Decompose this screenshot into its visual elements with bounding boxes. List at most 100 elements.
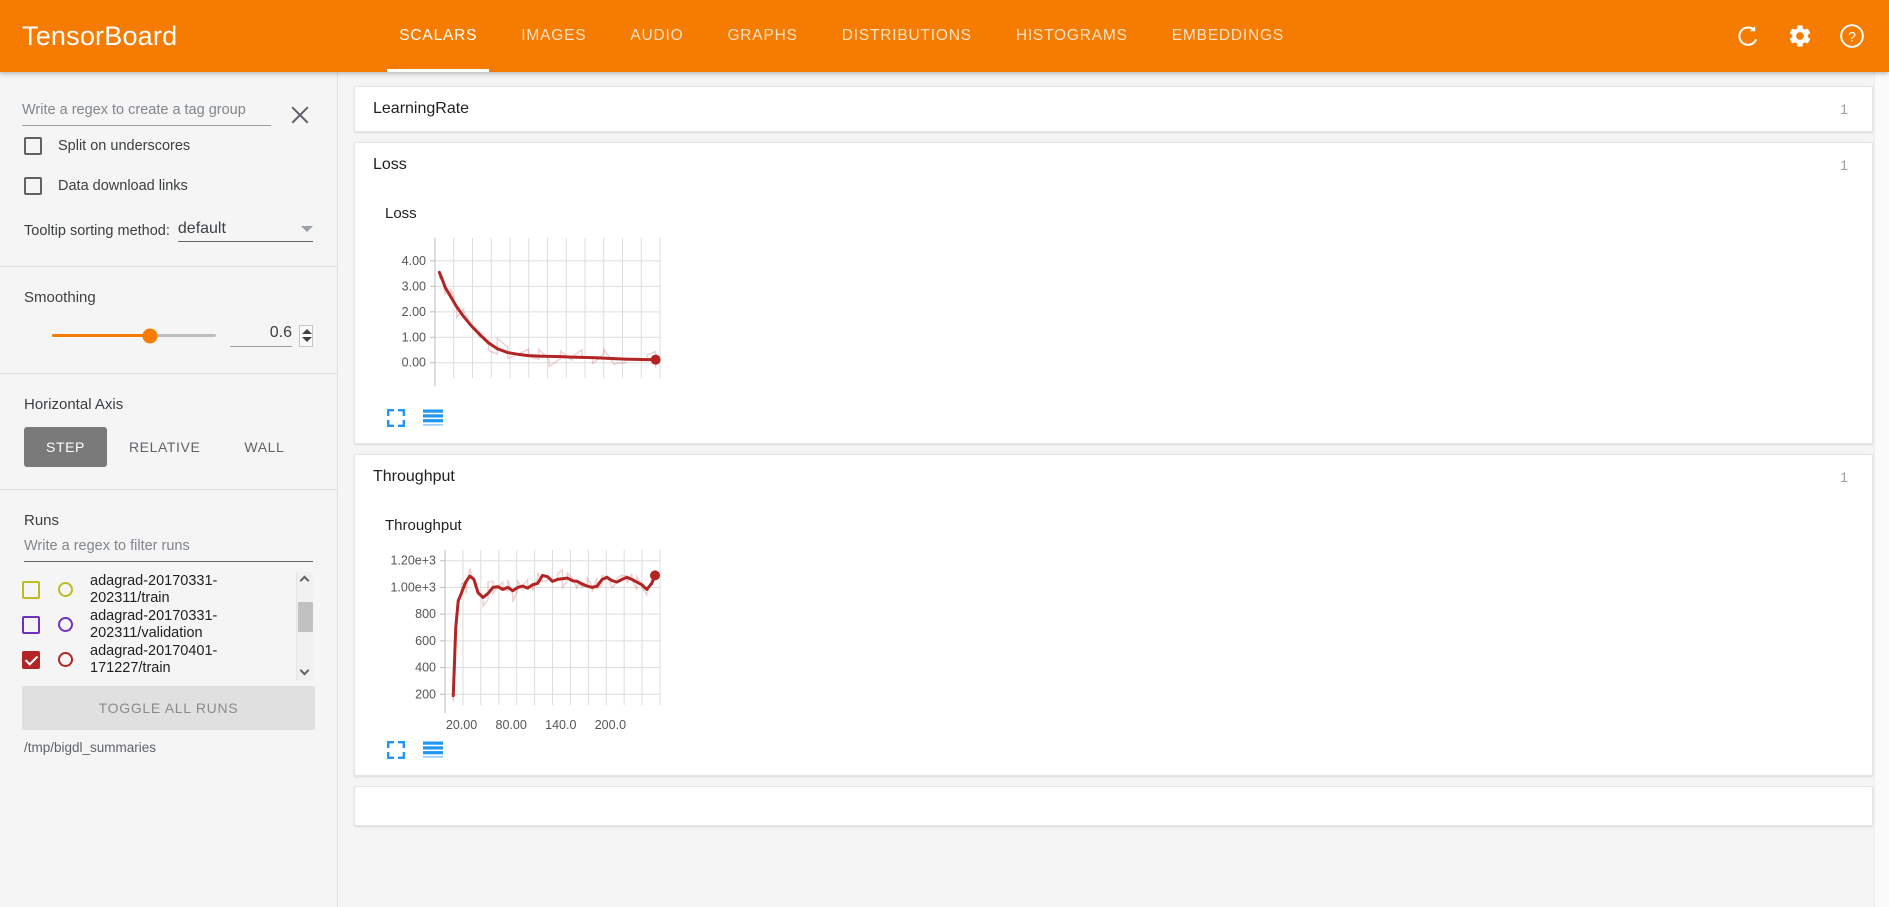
run-color-swatch-icon [58, 652, 73, 667]
svg-text:200.0: 200.0 [595, 718, 626, 732]
card-count-badge: 1 [1840, 469, 1848, 485]
tab-label: GRAPHS [727, 27, 798, 44]
run-label: adagrad-20170331-202311/train [90, 572, 218, 606]
chart-title-throughput: Throughput [385, 517, 462, 534]
chart-loss-svg: 4.00 3.00 2.00 1.00 0.00 [402, 238, 661, 386]
card-title: LearningRate [373, 100, 470, 117]
smoothing-slider-fill [52, 334, 151, 337]
smoothing-value: 0.6 [269, 324, 292, 341]
toggle-y-axis-icon[interactable] [423, 741, 443, 759]
expand-chart-icon[interactable] [387, 409, 405, 427]
run-label: adagrad-20170331-202311/validation [90, 607, 218, 641]
svg-text:1.00: 1.00 [402, 330, 426, 344]
tag-regex-row [0, 72, 337, 126]
axis-option-relative[interactable]: RELATIVE [128, 439, 201, 455]
card-header-learningrate[interactable]: LearningRate 1 [355, 87, 1872, 131]
svg-text:140.0: 140.0 [545, 718, 576, 732]
chart-actions-loss [355, 403, 1872, 427]
tooltip-sorting-label: Tooltip sorting method: [24, 223, 170, 239]
smoothing-row: 0.6 [0, 306, 337, 347]
run-checkbox[interactable] [22, 615, 40, 634]
card-count-badge: 1 [1840, 101, 1848, 117]
run-label: adagrad-20170401-171227/train [90, 642, 218, 676]
svg-text:4.00: 4.00 [402, 254, 426, 268]
tab-distributions[interactable]: DISTRIBUTIONS [820, 0, 994, 72]
card-throughput: Throughput 1 Throughput 1.20e+3 1.00e+3 80… [354, 454, 1873, 776]
tab-graphs[interactable]: GRAPHS [705, 0, 819, 72]
app-title: TensorBoard [22, 20, 178, 51]
scroll-down-arrow-icon[interactable] [297, 664, 314, 680]
divider [0, 489, 337, 490]
divider [0, 373, 337, 374]
data-download-links-row[interactable]: Data download links [0, 166, 337, 206]
chart-throughput-svg: 1.20e+3 1.00e+3 800 600 400 200 20.00 80.00 140.… [390, 550, 661, 732]
svg-text:3.00: 3.00 [402, 279, 426, 293]
run-item-adagrad-20170401-171227-train[interactable]: adagrad-20170401-171227/train [22, 642, 289, 677]
run-item-adagrad-20170331-202311-validation[interactable]: adagrad-20170331-202311/validation [22, 607, 289, 642]
data-download-links-checkbox[interactable] [24, 177, 42, 195]
toggle-all-runs-button[interactable]: TOGGLE ALL RUNS [22, 686, 315, 730]
scrollbar-thumb[interactable] [298, 602, 313, 632]
axis-option-step[interactable]: STEP [24, 427, 107, 467]
svg-text:80.00: 80.00 [496, 718, 527, 732]
scroll-up-arrow-icon[interactable] [297, 572, 314, 588]
stepper-down-icon[interactable] [302, 337, 312, 342]
tab-histograms[interactable]: HISTOGRAMS [994, 0, 1150, 72]
tab-scalars[interactable]: SCALARS [377, 0, 499, 72]
split-on-underscores-checkbox[interactable] [24, 137, 42, 155]
divider [0, 266, 337, 267]
chart-title-loss: Loss [385, 205, 417, 222]
split-on-underscores-label: Split on underscores [58, 138, 191, 154]
runs-list[interactable]: adagrad-20170331-202311/train adagrad-20… [22, 572, 315, 680]
refresh-icon[interactable] [1735, 23, 1761, 49]
svg-text:?: ? [1848, 28, 1856, 44]
tab-label: SCALARS [399, 27, 478, 44]
close-x-icon[interactable] [285, 100, 315, 130]
tab-audio[interactable]: AUDIO [608, 0, 705, 72]
tab-images[interactable]: IMAGES [499, 0, 608, 72]
horizontal-axis-options: STEP RELATIVE WALL [0, 413, 337, 467]
card-body-loss: Loss 4.00 3.00 2.00 1.00 0.00 [355, 187, 1872, 443]
split-on-underscores-row[interactable]: Split on underscores [0, 126, 337, 166]
tab-embeddings[interactable]: EMBEDDINGS [1150, 0, 1306, 72]
run-item-adagrad-20170331-202311-train[interactable]: adagrad-20170331-202311/train [22, 572, 289, 607]
tooltip-sorting-row: Tooltip sorting method: default [0, 206, 337, 242]
smoothing-slider[interactable] [52, 328, 216, 343]
axis-option-wall[interactable]: WALL [244, 439, 285, 455]
tab-label: DISTRIBUTIONS [841, 27, 972, 44]
svg-text:800: 800 [415, 607, 436, 621]
card-title: Throughput [373, 468, 455, 485]
svg-text:1.20e+3: 1.20e+3 [390, 554, 436, 568]
main-scrollbar[interactable] [1874, 72, 1889, 907]
tooltip-sorting-select[interactable]: default [177, 220, 313, 242]
top-app-bar: TensorBoard SCALARS IMAGES AUDIO GRAPHS … [0, 0, 1889, 72]
tab-label: EMBEDDINGS [1171, 27, 1284, 44]
smoothing-value-field[interactable]: 0.6 [230, 324, 292, 347]
run-checkbox[interactable] [22, 650, 40, 669]
settings-gear-icon[interactable] [1787, 23, 1813, 49]
card-body-throughput: Throughput 1.20e+3 1.00e+3 800 600 400 200 20.… [355, 499, 1872, 775]
chart-loss[interactable]: 4.00 3.00 2.00 1.00 0.00 [355, 222, 1872, 403]
svg-text:2.00: 2.00 [402, 305, 426, 319]
runs-list-scrollbar[interactable] [296, 572, 313, 680]
chart-throughput[interactable]: 1.20e+3 1.00e+3 800 600 400 200 20.00 80.00 140.… [355, 534, 1872, 735]
svg-text:1.00e+3: 1.00e+3 [390, 580, 436, 594]
tab-label: IMAGES [521, 27, 587, 44]
stepper-up-icon[interactable] [302, 329, 312, 334]
svg-text:0.00: 0.00 [402, 356, 426, 370]
toggle-y-axis-icon[interactable] [423, 409, 443, 427]
main-tab-bar: SCALARS IMAGES AUDIO GRAPHS DISTRIBUTION… [377, 0, 1306, 72]
quantity-stepper[interactable] [299, 324, 313, 347]
card-title: Loss [373, 156, 407, 173]
card-header-loss[interactable]: Loss 1 [355, 143, 1872, 187]
tag-regex-input[interactable] [22, 102, 271, 126]
run-checkbox[interactable] [22, 580, 40, 599]
runs-filter-input[interactable] [24, 538, 313, 562]
expand-chart-icon[interactable] [387, 741, 405, 759]
chevron-down-icon [301, 226, 313, 232]
card-next-partial [354, 786, 1873, 826]
horizontal-axis-title: Horizontal Axis [24, 396, 124, 413]
card-header-throughput[interactable]: Throughput 1 [355, 455, 1872, 499]
help-circle-icon[interactable]: ? [1839, 23, 1865, 49]
smoothing-slider-knob[interactable] [142, 328, 158, 343]
